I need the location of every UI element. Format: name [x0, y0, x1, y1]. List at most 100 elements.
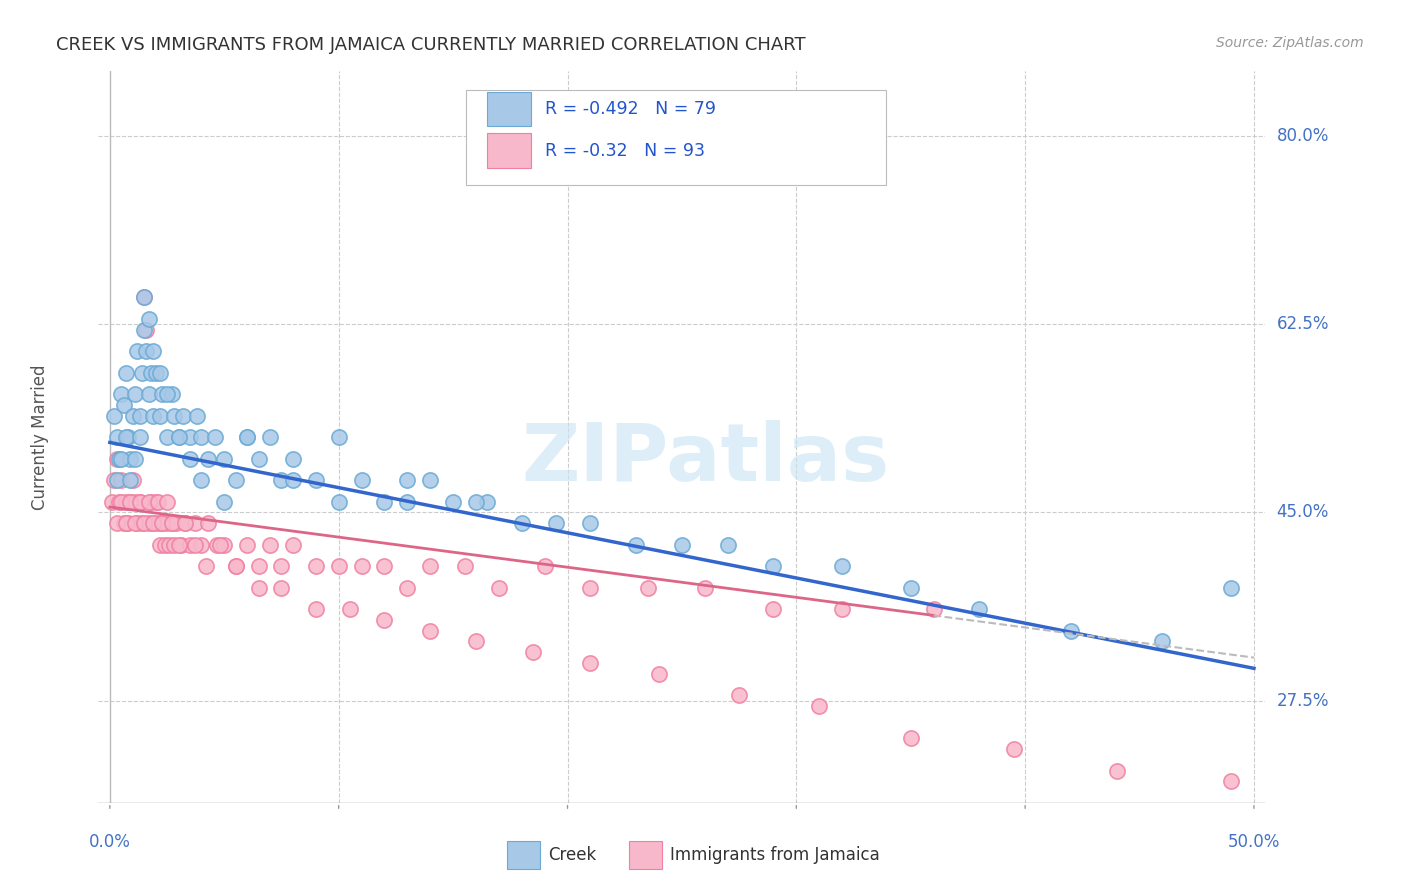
Point — [225, 473, 247, 487]
Point — [350, 559, 373, 574]
Point — [579, 656, 602, 670]
Point — [1220, 774, 1243, 789]
Point — [186, 409, 208, 423]
Text: 62.5%: 62.5% — [1277, 315, 1329, 333]
Point — [214, 538, 236, 552]
Point — [115, 494, 138, 508]
Point — [146, 494, 169, 508]
Point — [1105, 764, 1128, 778]
Point — [396, 581, 419, 595]
Point — [108, 451, 131, 466]
Point — [108, 494, 131, 508]
Point — [247, 559, 270, 574]
Point — [115, 366, 138, 380]
Point — [762, 602, 785, 616]
Point — [465, 634, 488, 648]
Point — [900, 731, 922, 746]
Point — [167, 430, 190, 444]
Point — [281, 451, 304, 466]
Point — [762, 559, 785, 574]
Point — [128, 430, 150, 444]
Point — [328, 559, 350, 574]
Point — [305, 602, 328, 616]
Point — [131, 366, 153, 380]
Point — [112, 398, 135, 412]
Point — [174, 516, 197, 530]
Point — [120, 494, 142, 508]
Point — [373, 613, 395, 627]
Point — [120, 473, 142, 487]
Point — [134, 290, 156, 304]
Point — [134, 516, 156, 530]
Text: 80.0%: 80.0% — [1277, 127, 1329, 145]
Point — [149, 538, 172, 552]
Point — [128, 409, 150, 423]
Point — [373, 494, 395, 508]
Point — [579, 581, 602, 595]
Point — [488, 581, 510, 595]
Point — [259, 538, 281, 552]
Point — [167, 538, 190, 552]
Point — [328, 494, 350, 508]
Point — [808, 698, 831, 713]
Point — [115, 430, 138, 444]
Bar — [465, 89, 886, 185]
Point — [149, 366, 172, 380]
Point — [270, 559, 292, 574]
Point — [124, 387, 146, 401]
Bar — [486, 92, 531, 126]
Text: R = -0.32   N = 93: R = -0.32 N = 93 — [546, 142, 706, 160]
Text: R = -0.492   N = 79: R = -0.492 N = 79 — [546, 100, 717, 118]
Point — [637, 581, 659, 595]
Point — [156, 387, 179, 401]
Point — [172, 409, 194, 423]
Point — [135, 322, 157, 336]
Point — [138, 516, 160, 530]
Point — [281, 538, 304, 552]
Point — [197, 516, 219, 530]
Point — [183, 538, 205, 552]
Text: 27.5%: 27.5% — [1277, 691, 1329, 710]
Point — [121, 473, 143, 487]
Point — [1002, 742, 1025, 756]
Point — [152, 516, 174, 530]
Point — [124, 516, 146, 530]
Point — [197, 451, 219, 466]
Point — [693, 581, 716, 595]
Point — [728, 688, 751, 702]
Point — [134, 290, 156, 304]
Point — [145, 366, 167, 380]
Point — [142, 344, 165, 359]
Point — [419, 624, 441, 638]
Text: 0.0%: 0.0% — [89, 833, 131, 851]
Point — [544, 516, 567, 530]
Point — [969, 602, 991, 616]
Point — [142, 409, 165, 423]
Point — [1060, 624, 1083, 638]
Point — [190, 473, 212, 487]
Text: 45.0%: 45.0% — [1277, 503, 1329, 522]
Point — [208, 538, 231, 552]
Point — [831, 602, 853, 616]
Point — [179, 430, 201, 444]
Point — [477, 494, 499, 508]
Point — [135, 344, 157, 359]
Point — [225, 559, 247, 574]
Point — [236, 430, 259, 444]
Point — [214, 451, 236, 466]
Point — [328, 430, 350, 444]
Point — [105, 516, 128, 530]
Point — [105, 430, 128, 444]
Point — [138, 387, 160, 401]
Point — [117, 516, 139, 530]
Point — [453, 559, 475, 574]
Point — [270, 473, 292, 487]
Point — [522, 645, 544, 659]
Point — [127, 344, 149, 359]
Point — [131, 516, 153, 530]
Point — [152, 516, 174, 530]
Point — [579, 516, 602, 530]
Point — [165, 516, 187, 530]
Point — [170, 538, 193, 552]
Point — [146, 516, 169, 530]
